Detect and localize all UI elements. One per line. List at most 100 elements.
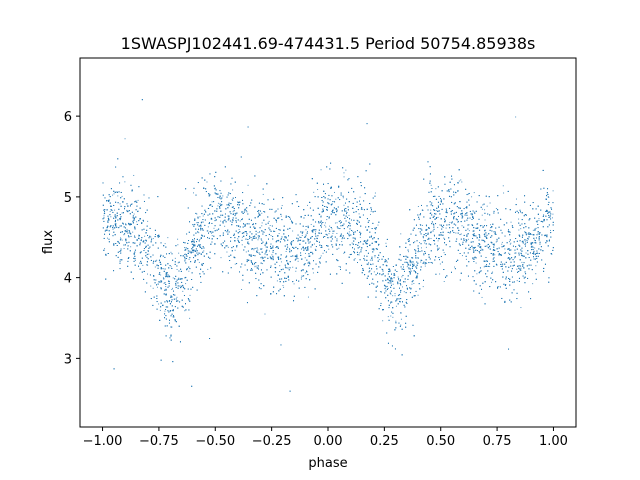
data-point (439, 263, 441, 265)
data-point (237, 238, 239, 240)
data-point (178, 252, 180, 254)
data-point (454, 191, 456, 193)
data-point (374, 192, 376, 194)
data-point (305, 229, 307, 231)
data-point (552, 213, 554, 215)
data-point (147, 250, 149, 252)
data-point (518, 229, 520, 231)
data-point (472, 258, 474, 260)
data-point (161, 280, 163, 282)
data-point (152, 238, 154, 240)
data-point (177, 238, 179, 240)
data-point (339, 235, 341, 237)
data-point (169, 280, 171, 282)
data-point (295, 270, 297, 272)
data-point (257, 232, 259, 234)
data-point (123, 234, 125, 236)
data-point (510, 242, 512, 244)
data-point (103, 215, 105, 217)
data-point (238, 229, 240, 231)
data-point (516, 280, 518, 282)
data-point (253, 264, 255, 266)
data-point (138, 238, 140, 240)
data-point (460, 233, 462, 235)
data-point (263, 231, 265, 233)
data-point (217, 202, 219, 204)
data-point (461, 255, 463, 257)
data-point (417, 257, 419, 259)
data-point (437, 247, 439, 249)
data-point (126, 209, 128, 211)
data-point (520, 267, 522, 269)
data-point (300, 278, 302, 280)
data-point (261, 258, 263, 260)
data-point (341, 238, 343, 240)
data-point (374, 256, 376, 258)
data-point (411, 283, 413, 285)
data-point (147, 264, 149, 266)
data-point (112, 194, 114, 196)
data-point (425, 246, 427, 248)
data-point (110, 216, 112, 218)
data-point (133, 174, 135, 176)
data-point (207, 268, 209, 270)
data-point (211, 218, 213, 220)
data-point (254, 266, 256, 268)
data-point (176, 296, 178, 298)
data-point (537, 232, 539, 234)
data-point (264, 313, 266, 315)
data-point (439, 224, 441, 226)
data-point (436, 210, 438, 212)
data-point (292, 230, 294, 232)
data-point (119, 203, 121, 205)
data-point (421, 224, 423, 226)
data-point (261, 225, 263, 227)
data-point (310, 236, 312, 238)
data-point (375, 228, 377, 230)
data-point (437, 216, 439, 218)
data-point (454, 266, 456, 268)
data-point (552, 190, 554, 192)
data-point (312, 272, 314, 274)
scatter-points (102, 99, 554, 392)
data-point (199, 239, 201, 241)
data-point (501, 243, 503, 245)
data-point (387, 277, 389, 279)
data-point (467, 238, 469, 240)
data-point (521, 261, 523, 263)
data-point (442, 226, 444, 228)
data-point (279, 265, 281, 267)
data-point (156, 286, 158, 288)
data-point (498, 254, 500, 256)
data-point (503, 192, 505, 194)
data-point (477, 223, 479, 225)
data-point (445, 227, 447, 229)
data-point (137, 199, 139, 201)
data-point (198, 232, 200, 234)
data-point (184, 253, 186, 255)
data-point (532, 229, 534, 231)
data-point (261, 222, 263, 224)
data-point (459, 201, 461, 203)
data-point (392, 316, 394, 318)
data-point (400, 324, 402, 326)
data-point (277, 246, 279, 248)
data-point (520, 249, 522, 251)
data-point (426, 262, 428, 264)
data-point (443, 281, 445, 283)
data-point (509, 243, 511, 245)
data-point (253, 249, 255, 251)
data-point (394, 295, 396, 297)
data-point (413, 263, 415, 265)
data-point (343, 172, 345, 174)
data-point (222, 195, 224, 197)
data-point (300, 277, 302, 279)
data-point (313, 243, 315, 245)
data-point (338, 247, 340, 249)
data-point (322, 252, 324, 254)
data-point (294, 255, 296, 257)
data-point (356, 219, 358, 221)
data-point (167, 237, 169, 239)
data-point (232, 220, 234, 222)
data-point (309, 263, 311, 265)
